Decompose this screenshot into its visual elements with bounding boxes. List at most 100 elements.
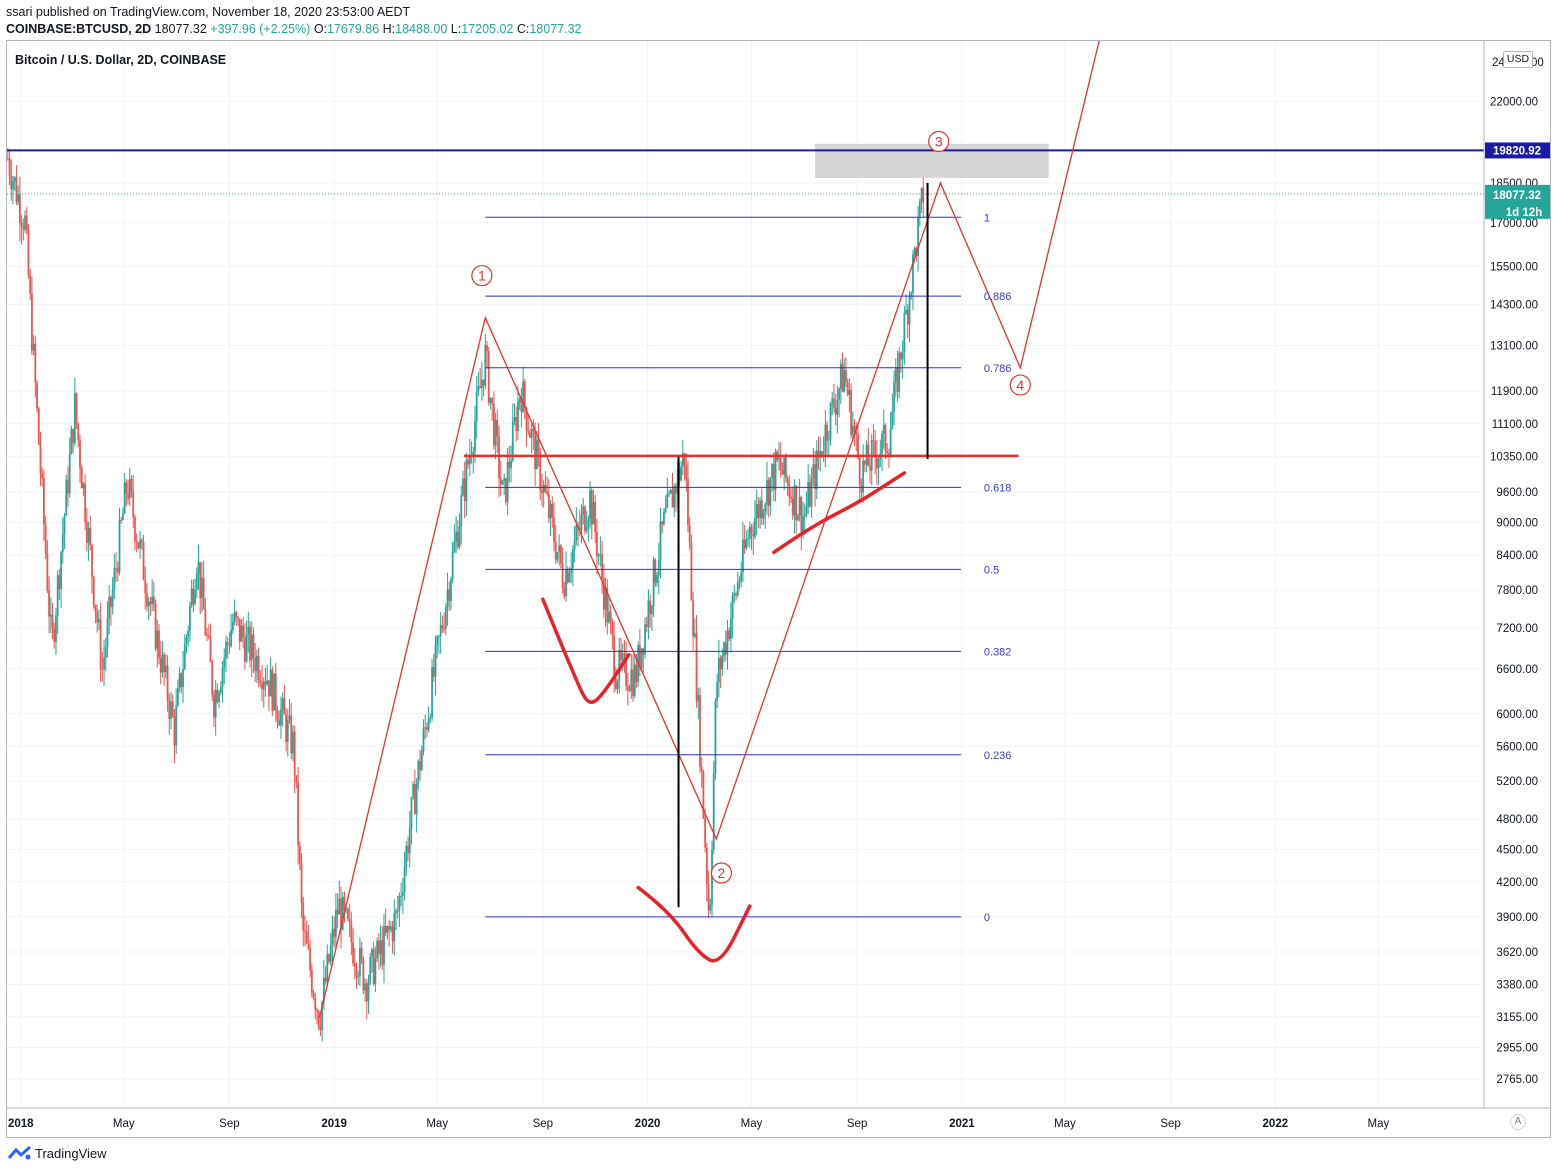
candle-body	[888, 453, 890, 456]
candle-body	[472, 451, 475, 458]
candle-body	[745, 539, 748, 549]
candle-body	[505, 478, 507, 502]
candle-body	[369, 956, 372, 983]
candle-body	[49, 614, 52, 617]
candle-body	[891, 411, 894, 430]
candle-body	[132, 491, 135, 518]
price-axis-label: 7800.00	[1496, 585, 1538, 597]
candle-body	[542, 484, 545, 493]
candle-body	[803, 514, 806, 517]
candle-body	[616, 681, 619, 689]
candle-body	[319, 1027, 322, 1030]
candle-body	[322, 977, 325, 1002]
candle-body	[858, 457, 861, 486]
candle-body	[659, 521, 662, 561]
resistance-badge	[1485, 142, 1550, 159]
candle-body	[833, 398, 835, 409]
candle-body	[827, 439, 830, 441]
fib-level-label: 0.5	[984, 564, 999, 576]
candle-body	[359, 948, 361, 977]
candle-body	[31, 293, 33, 351]
candle-body	[608, 611, 610, 623]
candle-body	[539, 452, 542, 491]
candle-body	[723, 642, 725, 656]
candle-body	[118, 519, 121, 573]
candle-body	[529, 432, 531, 438]
price-axis-partial-label-right: 00	[1531, 57, 1544, 69]
candle-body	[146, 592, 148, 607]
currency-button[interactable]: USD	[1503, 51, 1533, 68]
candle-body	[614, 678, 617, 689]
candle-body	[401, 892, 404, 896]
candle-body	[300, 863, 303, 903]
candle-body	[290, 715, 293, 754]
candle-body	[352, 942, 354, 964]
candle-body	[709, 904, 712, 911]
candle-body	[450, 579, 452, 601]
candle-body	[772, 464, 775, 490]
candle-body	[587, 519, 590, 527]
last-price: 18077.32	[154, 22, 207, 36]
candle-body	[755, 504, 758, 519]
candle-body	[326, 954, 329, 982]
candle-body	[465, 459, 468, 502]
price-axis-label: 15500.00	[1490, 261, 1538, 273]
candle-body	[611, 621, 614, 636]
candle-body	[388, 925, 391, 930]
price-axis-label: 4800.00	[1496, 814, 1538, 826]
candle-body	[486, 345, 488, 352]
candle-body	[515, 417, 518, 432]
candle-body	[779, 457, 782, 470]
candle-body	[386, 925, 389, 933]
time-axis-label: Sep	[219, 1118, 239, 1130]
candle-body	[92, 576, 95, 606]
candle-body	[812, 464, 815, 479]
wave-label: 4	[1016, 377, 1024, 393]
candle-body	[43, 478, 45, 525]
candle-body	[441, 625, 444, 629]
candle-body	[340, 898, 342, 930]
candle-body	[123, 482, 126, 514]
candle-body	[506, 462, 509, 502]
candle-body	[594, 502, 597, 533]
candle-body	[590, 490, 593, 525]
candle-body	[341, 896, 344, 930]
candle-body	[135, 540, 138, 543]
candle-body	[802, 516, 804, 532]
candle-body	[535, 439, 538, 470]
candle-body	[120, 519, 123, 521]
candle-body	[527, 430, 530, 433]
candle-body	[647, 600, 650, 627]
price-axis-label: 5600.00	[1496, 741, 1538, 753]
fib-level-label: 0.382	[984, 646, 1012, 658]
candle-body	[754, 518, 756, 537]
candle-body	[645, 624, 648, 627]
candle-body	[317, 1011, 320, 1028]
candle-body	[353, 963, 356, 967]
last-price-badge	[1485, 184, 1550, 219]
candle-body	[498, 436, 500, 479]
candle-body	[592, 502, 595, 525]
candle-body	[558, 545, 561, 553]
chart-frame[interactable]	[6, 40, 1551, 1138]
candle-body	[261, 682, 263, 690]
candle-body	[170, 701, 172, 720]
candle-body	[448, 589, 451, 601]
candle-body	[383, 925, 385, 965]
candle-body	[255, 655, 258, 672]
candle-body	[298, 845, 301, 864]
price-axis-label: 7200.00	[1496, 623, 1538, 635]
candle-body	[89, 527, 92, 546]
candle-body	[786, 478, 789, 484]
candle-body	[242, 625, 245, 638]
candle-body	[218, 692, 221, 703]
candle-body	[393, 913, 396, 942]
candle-body	[675, 486, 677, 494]
candle-body	[18, 194, 21, 223]
candle-body	[687, 478, 689, 526]
auto-scale-button[interactable]: A	[1510, 1114, 1526, 1130]
candle-body	[113, 568, 116, 590]
candle-body	[238, 618, 241, 642]
candle-body	[860, 485, 863, 493]
